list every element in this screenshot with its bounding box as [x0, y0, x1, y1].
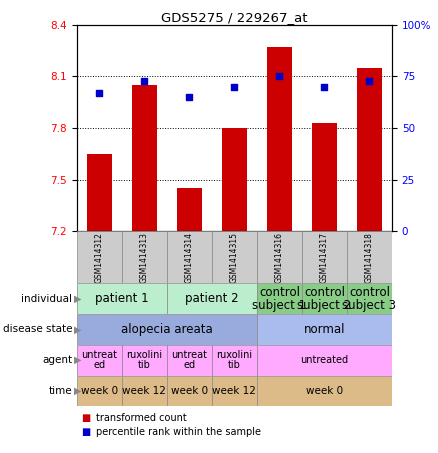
Text: GSM1414317: GSM1414317: [320, 231, 329, 283]
Text: GSM1414316: GSM1414316: [275, 231, 284, 283]
Text: GSM1414318: GSM1414318: [365, 231, 374, 283]
Bar: [167, 376, 212, 406]
Text: alopecia areata: alopecia areata: [121, 323, 212, 336]
Point: [276, 73, 283, 80]
Text: ▶: ▶: [74, 294, 82, 304]
Text: ■: ■: [81, 413, 90, 423]
Text: GSM1414314: GSM1414314: [185, 231, 194, 283]
Bar: [347, 283, 392, 314]
Point: [95, 89, 102, 96]
Bar: [177, 188, 201, 231]
Text: time: time: [49, 386, 72, 396]
Text: normal: normal: [304, 323, 345, 336]
Bar: [122, 376, 167, 406]
Bar: [77, 283, 167, 314]
Text: week 0: week 0: [171, 386, 208, 396]
Text: untreat
ed: untreat ed: [171, 350, 207, 370]
Bar: [87, 154, 112, 231]
Text: transformed count: transformed count: [96, 413, 187, 423]
Text: disease state: disease state: [3, 324, 72, 334]
Text: GSM1414312: GSM1414312: [95, 231, 104, 283]
Text: ruxolini
tib: ruxolini tib: [126, 350, 162, 370]
Text: ruxolini
tib: ruxolini tib: [216, 350, 252, 370]
Bar: [347, 231, 392, 283]
Bar: [257, 376, 392, 406]
Bar: [302, 283, 347, 314]
Bar: [302, 231, 347, 283]
Bar: [267, 47, 292, 231]
Bar: [222, 128, 247, 231]
Text: percentile rank within the sample: percentile rank within the sample: [96, 427, 261, 437]
Text: ▶: ▶: [74, 386, 82, 396]
Text: GSM1414315: GSM1414315: [230, 231, 239, 283]
Text: week 0: week 0: [81, 386, 118, 396]
Bar: [132, 85, 157, 231]
Text: patient 2: patient 2: [185, 292, 239, 305]
Text: control
subject 1: control subject 1: [252, 285, 307, 312]
Text: week 12: week 12: [122, 386, 166, 396]
Text: ■: ■: [81, 427, 90, 437]
Bar: [257, 283, 302, 314]
Text: individual: individual: [21, 294, 72, 304]
Bar: [212, 376, 257, 406]
Bar: [312, 123, 337, 231]
Bar: [77, 376, 122, 406]
Point: [231, 83, 238, 90]
Text: untreated: untreated: [300, 355, 349, 365]
Point: [141, 77, 148, 84]
Point: [321, 83, 328, 90]
Text: week 0: week 0: [306, 386, 343, 396]
Bar: [122, 231, 167, 283]
Bar: [77, 231, 122, 283]
Bar: [77, 314, 257, 345]
Point: [186, 93, 193, 101]
Bar: [257, 345, 392, 376]
Bar: [257, 314, 392, 345]
Text: patient 1: patient 1: [95, 292, 148, 305]
Text: ▶: ▶: [74, 324, 82, 334]
Bar: [77, 345, 122, 376]
Bar: [167, 231, 212, 283]
Bar: [212, 345, 257, 376]
Bar: [122, 345, 167, 376]
Text: GSM1414313: GSM1414313: [140, 231, 149, 283]
Text: week 12: week 12: [212, 386, 256, 396]
Bar: [357, 68, 382, 231]
Bar: [167, 283, 257, 314]
Title: GDS5275 / 229267_at: GDS5275 / 229267_at: [161, 11, 307, 24]
Point: [366, 77, 373, 84]
Bar: [167, 345, 212, 376]
Text: agent: agent: [42, 355, 72, 365]
Bar: [257, 231, 302, 283]
Text: ▶: ▶: [74, 355, 82, 365]
Text: control
subject 3: control subject 3: [343, 285, 396, 312]
Text: untreat
ed: untreat ed: [81, 350, 117, 370]
Text: control
subject 2: control subject 2: [297, 285, 352, 312]
Bar: [212, 231, 257, 283]
